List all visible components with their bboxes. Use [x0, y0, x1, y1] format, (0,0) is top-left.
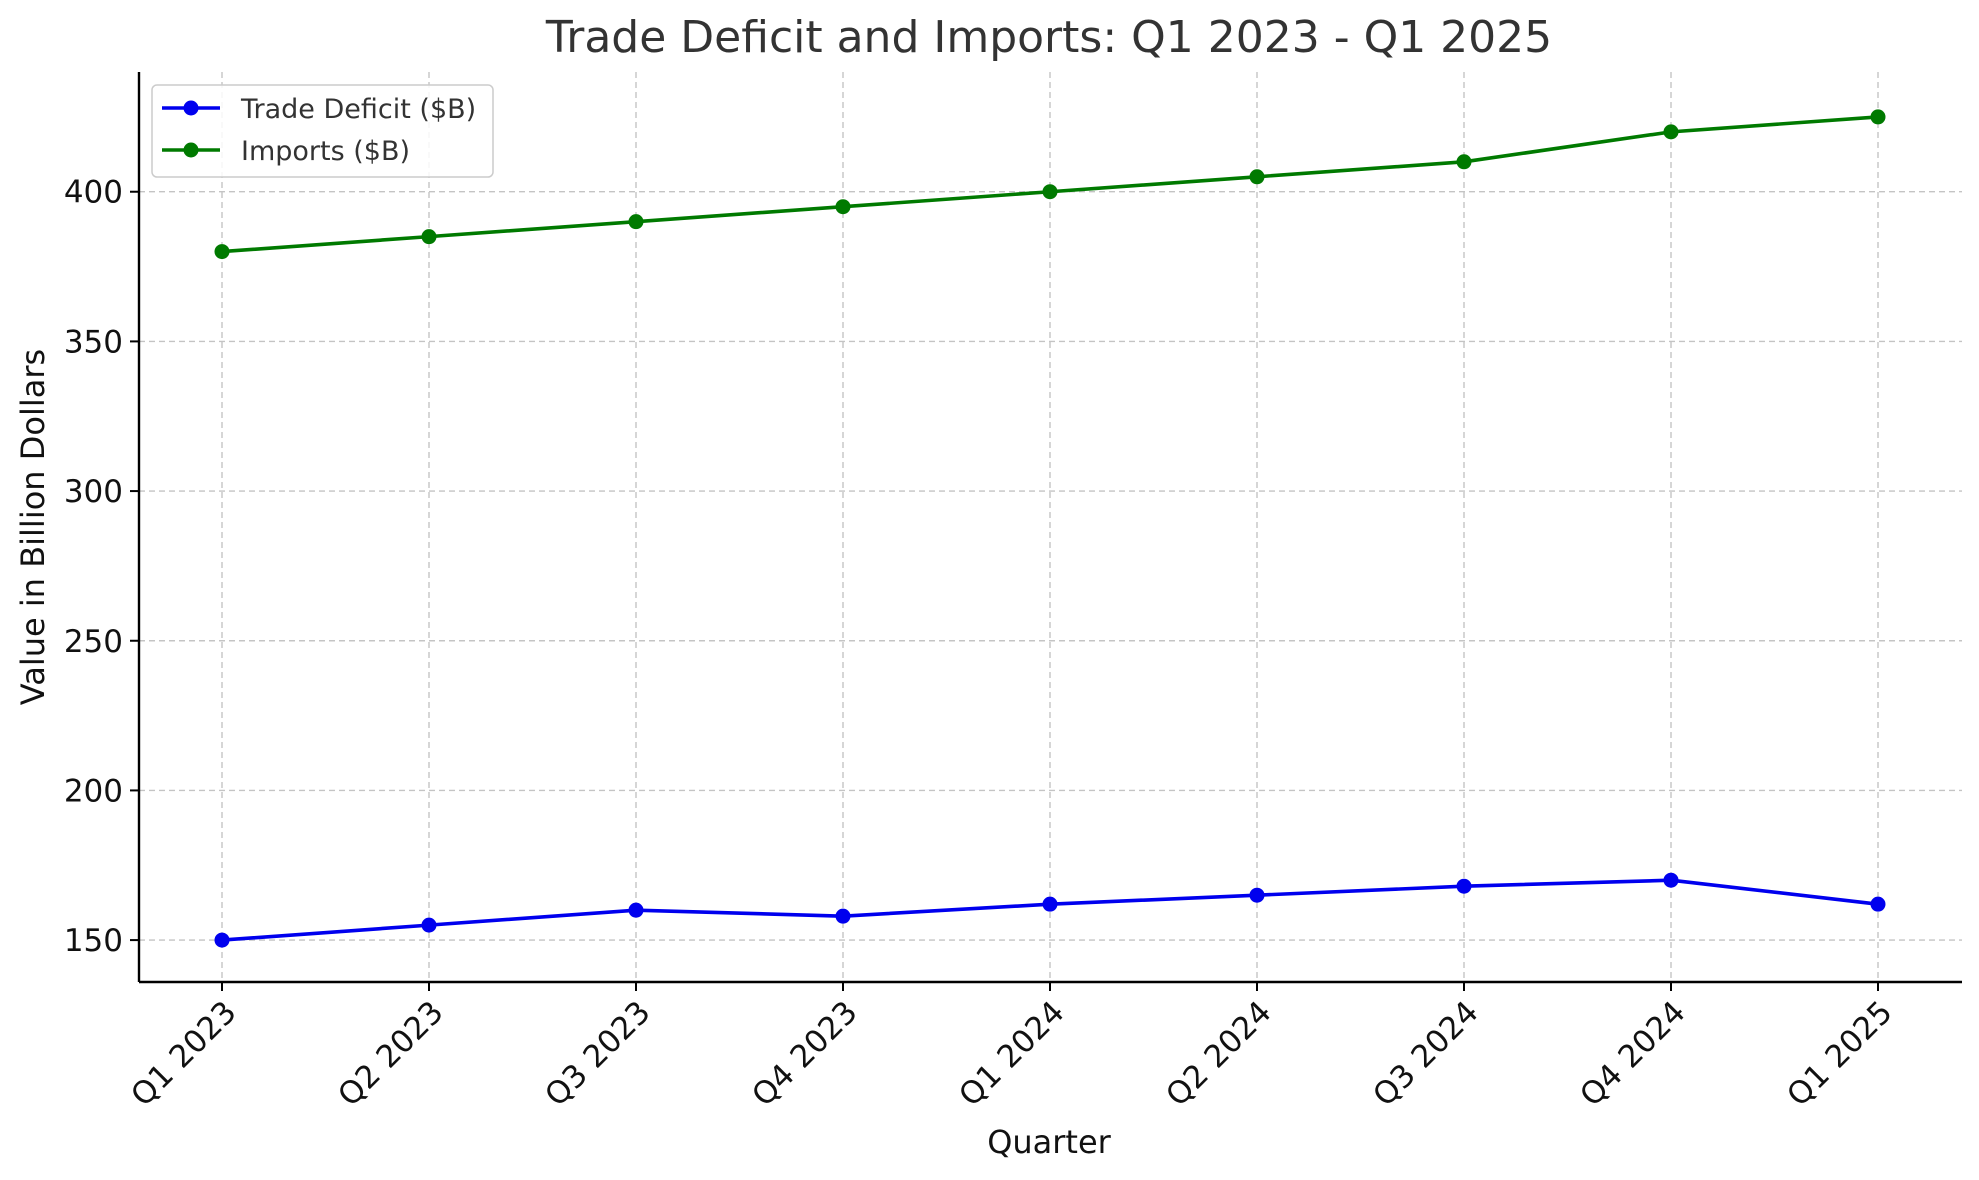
legend-marker-1: [183, 100, 199, 116]
series-2-point: [628, 214, 644, 230]
x-tick-label: Q2 2023: [331, 994, 450, 1113]
series-2-point: [1249, 169, 1265, 185]
x-tick-label: Q1 2023: [124, 994, 243, 1113]
y-tick-label: 350: [64, 324, 123, 360]
y-tick-label: 400: [64, 175, 123, 211]
tick-layer: 150 200 250 300 350 400 Q1 2023 Q2 2023 Q3 2023 Q…: [64, 175, 1900, 1114]
grid-layer: [139, 72, 1962, 982]
x-tick-label: Q1 2025: [1780, 994, 1899, 1113]
series-1-point: [628, 902, 644, 918]
series-2-point: [421, 229, 437, 245]
series-1-point: [1249, 887, 1265, 903]
series-1-point: [1042, 896, 1058, 912]
y-tick-label: 250: [64, 624, 123, 660]
y-tick-label: 300: [64, 474, 123, 510]
legend-marker-2: [183, 142, 199, 158]
legend: Trade Deficit ($B) Imports ($B): [151, 84, 494, 178]
y-tick-label: 150: [64, 923, 123, 959]
series-1-point: [1456, 878, 1472, 894]
series-1-point: [835, 908, 851, 924]
legend-box: [151, 84, 494, 178]
x-tick-label: Q2 2024: [1159, 994, 1278, 1113]
series-2-point: [1042, 184, 1058, 200]
x-tick-label: Q3 2024: [1366, 994, 1485, 1113]
y-axis-label: Value in Billion Dollars: [14, 349, 52, 705]
series-2-point: [1663, 124, 1679, 140]
series-layer: [214, 109, 1886, 948]
legend-label-2: Imports ($B): [241, 136, 410, 167]
x-tick-label: Q3 2023: [538, 994, 657, 1113]
series-1-point: [214, 932, 230, 948]
series-2-point: [835, 199, 851, 215]
x-tick-label: Q1 2024: [952, 994, 1071, 1113]
series-2-point: [1870, 109, 1886, 125]
x-tick-label: Q4 2023: [745, 994, 864, 1113]
y-tick-label: 200: [64, 773, 123, 809]
series-1-point: [1663, 872, 1679, 888]
series-2-point: [1456, 154, 1472, 170]
x-axis-label: Quarter: [987, 1123, 1111, 1161]
legend-label-1: Trade Deficit ($B): [240, 94, 476, 125]
series-1-point: [1870, 896, 1886, 912]
series-1-point: [421, 917, 437, 933]
x-tick-label: Q4 2024: [1573, 994, 1692, 1113]
chart-title: Trade Deficit and Imports: Q1 2023 - Q1 …: [545, 12, 1552, 63]
series-2-point: [214, 244, 230, 260]
